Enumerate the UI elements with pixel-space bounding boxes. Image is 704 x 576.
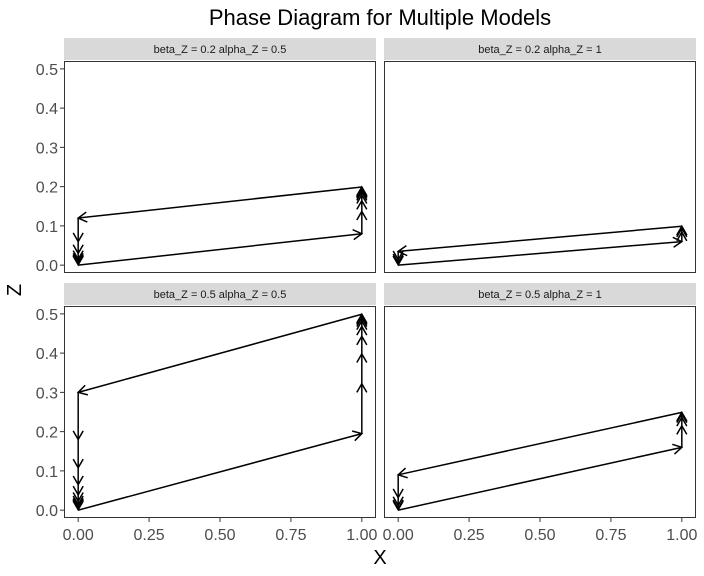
facet-strip (384, 283, 696, 305)
x-axis: 0.00 0.25 0.50 0.75 1.00 0.00 0.25 0.50 0.75 1.00 (63, 518, 697, 544)
x-tick-label: 0.00 (63, 527, 94, 544)
facet-strip (384, 38, 696, 60)
arrow-head (72, 255, 84, 267)
facet-panel: beta_Z = 0.2 alpha_Z = 1 (384, 38, 696, 273)
arrow-shaft (77, 432, 363, 511)
x-tick-label: 0.75 (595, 527, 626, 544)
y-tick-label: 0.0 (36, 503, 58, 520)
x-tick-label: 0.50 (204, 527, 235, 544)
panel-border (384, 61, 696, 273)
y-tick-label: 0.2 (36, 180, 58, 197)
facet-strip-label: beta_Z = 0.2 alpha_Z = 0.5 (154, 44, 287, 56)
facet-strip-label: beta_Z = 0.5 alpha_Z = 0.5 (154, 289, 287, 301)
x-tick-label: 1.00 (666, 527, 697, 544)
y-tick-label: 0.2 (36, 425, 58, 442)
phase-arrow (392, 500, 404, 512)
y-tick-label: 0.1 (36, 464, 58, 481)
arrow-shaft (78, 232, 362, 266)
phase-arrows (392, 410, 688, 512)
facet-panel: beta_Z = 0.5 alpha_Z = 0.5 (64, 283, 376, 518)
facet-panel: beta_Z = 0.2 alpha_Z = 0.5 (64, 38, 376, 273)
phase-arrow (392, 255, 404, 267)
arrow-shaft (398, 411, 682, 476)
panel-border (64, 306, 376, 518)
arrow-shaft (398, 225, 682, 253)
phase-arrows (72, 185, 368, 267)
phase-arrows (72, 312, 368, 512)
y-axis-title: Z (4, 284, 26, 296)
facet-strip (64, 283, 376, 305)
y-tick-label: 0.3 (36, 140, 58, 157)
panel-border (384, 306, 696, 518)
phase-arrow (72, 500, 84, 512)
phase-arrows (392, 224, 688, 267)
facet-strip-label: beta_Z = 0.5 alpha_Z = 1 (478, 289, 602, 301)
panel-border (64, 61, 376, 273)
arrow-head (392, 255, 404, 267)
y-tick-label: 0.5 (36, 62, 58, 79)
facet-strip (64, 38, 376, 60)
arrow-shaft (77, 313, 363, 394)
facet-panels: beta_Z = 0.2 alpha_Z = 0.5 beta_Z = 0.2 a… (64, 38, 696, 518)
y-tick-label: 0.5 (36, 307, 58, 324)
x-tick-label: 1.00 (346, 527, 377, 544)
y-tick-label: 0.3 (36, 385, 58, 402)
y-tick-label: 0.1 (36, 219, 58, 236)
x-tick-label: 0.75 (275, 527, 306, 544)
x-tick-label: 0.25 (134, 527, 165, 544)
chart-title: Phase Diagram for Multiple Models (209, 5, 551, 30)
arrow-head (392, 500, 404, 512)
facet-panel: beta_Z = 0.5 alpha_Z = 1 (384, 283, 696, 518)
y-tick-label: 0.0 (36, 258, 58, 275)
facet-strip-label: beta_Z = 0.2 alpha_Z = 1 (478, 44, 602, 56)
x-tick-label: 0.50 (524, 527, 555, 544)
y-tick-label: 0.4 (36, 346, 58, 363)
y-axis: 0.0 0.1 0.2 0.3 0.4 0.5 0.0 0.1 0.2 0.3 0.4 0.5 (36, 62, 64, 520)
x-tick-label: 0.00 (383, 527, 414, 544)
arrow-shaft (398, 240, 682, 266)
arrow-shaft (78, 186, 362, 219)
x-axis-title: X (373, 547, 386, 569)
arrow-shaft (398, 446, 682, 511)
phase-arrow (72, 255, 84, 267)
x-tick-label: 0.25 (454, 527, 485, 544)
arrow-head (72, 500, 84, 512)
y-tick-label: 0.4 (36, 101, 58, 118)
